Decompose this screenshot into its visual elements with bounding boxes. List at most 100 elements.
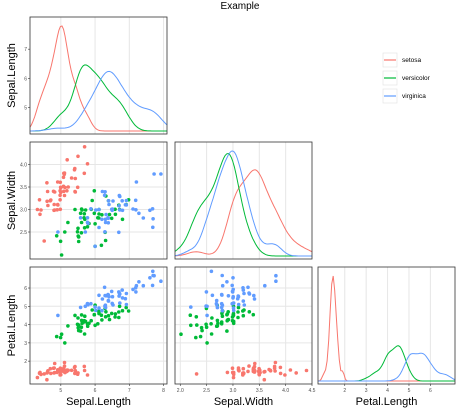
point-virginica bbox=[151, 273, 155, 278]
density-line-virginica bbox=[30, 70, 168, 132]
panel-border bbox=[29, 141, 168, 260]
point-versicolor bbox=[251, 312, 256, 317]
point-versicolor bbox=[231, 311, 236, 316]
point-setosa bbox=[85, 373, 90, 377]
point-versicolor bbox=[113, 212, 118, 217]
point-virginica bbox=[141, 216, 146, 220]
point-versicolor bbox=[97, 216, 101, 220]
point-virginica bbox=[137, 211, 141, 216]
point-setosa bbox=[45, 371, 49, 375]
point-versicolor bbox=[93, 323, 97, 328]
point-versicolor bbox=[219, 320, 224, 324]
x-tick-label: 4.0 bbox=[282, 388, 289, 394]
point-setosa bbox=[58, 366, 63, 371]
point-virginica bbox=[107, 202, 111, 207]
row-label: Petal.Length bbox=[6, 295, 18, 357]
point-setosa bbox=[58, 185, 63, 190]
point-versicolor bbox=[83, 314, 87, 319]
point-setosa bbox=[262, 377, 267, 382]
point-setosa bbox=[75, 185, 80, 190]
point-versicolor bbox=[100, 318, 104, 322]
point-virginica bbox=[150, 283, 155, 288]
point-setosa bbox=[82, 171, 87, 176]
point-setosa bbox=[73, 369, 78, 373]
point-virginica bbox=[120, 296, 125, 300]
point-versicolor bbox=[231, 319, 236, 324]
point-versicolor bbox=[59, 253, 64, 257]
point-setosa bbox=[231, 375, 236, 380]
point-virginica bbox=[252, 293, 256, 298]
row-label: Sepal.Width bbox=[6, 171, 18, 230]
point-versicolor bbox=[214, 324, 219, 329]
panel-2-2: 2 3 4 5 6 bbox=[317, 266, 456, 394]
point-virginica bbox=[220, 273, 224, 278]
point-versicolor bbox=[113, 312, 118, 316]
point-versicolor bbox=[113, 315, 117, 319]
density-line-setosa bbox=[29, 25, 167, 132]
point-virginica bbox=[102, 193, 107, 198]
point-virginica bbox=[123, 296, 128, 301]
point-versicolor bbox=[82, 332, 87, 336]
point-versicolor bbox=[97, 212, 101, 216]
panel-layer: 5 6 7 2.5 3.0 3.5 4.0 2 3 4 5 6 5 6 7 8 2.0 2.5 3.0 3.5 4.0 4… bbox=[6, 16, 456, 408]
point-virginica bbox=[141, 283, 146, 288]
point-virginica bbox=[124, 203, 129, 207]
point-virginica bbox=[204, 290, 209, 294]
point-versicolor bbox=[195, 323, 199, 327]
point-virginica bbox=[226, 294, 231, 298]
point-setosa bbox=[246, 369, 250, 374]
column-label: Sepal.Length bbox=[66, 396, 131, 408]
point-versicolor bbox=[93, 222, 97, 226]
density-line-virginica bbox=[174, 150, 312, 257]
point-setosa bbox=[241, 366, 246, 371]
y-tick-label: 4 bbox=[24, 323, 27, 329]
point-versicolor bbox=[107, 212, 112, 217]
point-virginica bbox=[220, 303, 225, 308]
point-virginica bbox=[103, 217, 108, 222]
point-virginica bbox=[236, 294, 240, 298]
point-versicolor bbox=[113, 207, 117, 212]
point-virginica bbox=[94, 308, 98, 313]
point-virginica bbox=[100, 297, 105, 301]
point-setosa bbox=[62, 171, 66, 176]
y-tick-label: 5 bbox=[24, 304, 27, 310]
point-setosa bbox=[65, 158, 69, 162]
panel-1-1 bbox=[174, 141, 313, 260]
column-label: Petal.Length bbox=[356, 396, 418, 408]
point-versicolor bbox=[66, 324, 70, 328]
point-versicolor bbox=[200, 328, 204, 333]
point-versicolor bbox=[76, 226, 80, 231]
point-setosa bbox=[251, 368, 256, 372]
point-virginica bbox=[134, 290, 138, 294]
point-virginica bbox=[210, 293, 215, 298]
point-setosa bbox=[294, 371, 299, 375]
x-tick-label: 4.5 bbox=[309, 388, 316, 394]
point-virginica bbox=[252, 297, 257, 301]
point-setosa bbox=[65, 189, 69, 193]
point-setosa bbox=[62, 189, 66, 194]
chart-title: Example bbox=[221, 1, 260, 12]
point-versicolor bbox=[198, 334, 203, 339]
point-setosa bbox=[59, 190, 63, 195]
point-virginica bbox=[159, 279, 163, 284]
point-virginica bbox=[124, 198, 129, 203]
point-virginica bbox=[152, 172, 156, 176]
point-setosa bbox=[52, 190, 57, 194]
point-virginica bbox=[85, 301, 90, 306]
x-tick-label: 5 bbox=[408, 388, 411, 394]
point-virginica bbox=[97, 293, 101, 298]
point-setosa bbox=[225, 370, 230, 375]
point-virginica bbox=[94, 208, 98, 212]
point-virginica bbox=[78, 305, 83, 310]
point-setosa bbox=[52, 208, 57, 212]
point-versicolor bbox=[63, 341, 67, 345]
point-virginica bbox=[109, 289, 114, 294]
point-versicolor bbox=[225, 318, 230, 322]
point-versicolor bbox=[76, 239, 81, 244]
point-virginica bbox=[133, 286, 138, 290]
point-versicolor bbox=[188, 313, 193, 318]
point-virginica bbox=[100, 308, 104, 313]
point-setosa bbox=[38, 212, 42, 217]
y-tick-label: 5 bbox=[24, 106, 27, 112]
point-versicolor bbox=[117, 304, 122, 309]
